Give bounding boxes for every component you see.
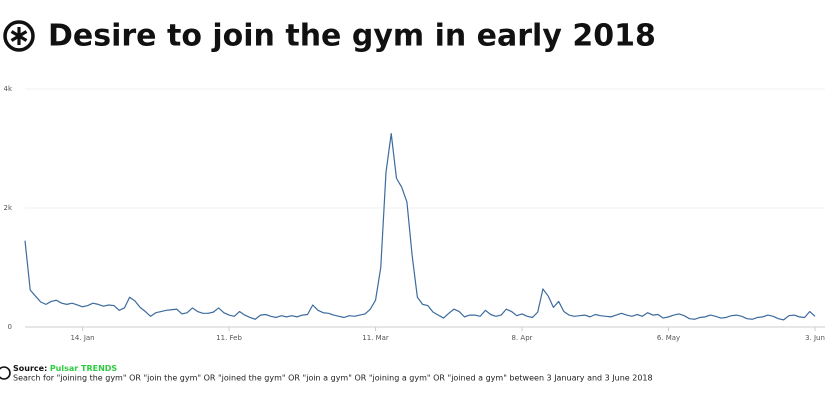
x-tick-label: 11. Feb bbox=[216, 334, 242, 342]
chart-title: Desire to join the gym in early 2018 bbox=[48, 19, 656, 54]
y-tick-label: 4k bbox=[3, 85, 12, 93]
x-tick-label: 8. Apr bbox=[512, 334, 533, 342]
x-tick-label: 3. Jun bbox=[805, 334, 825, 342]
y-tick-label: 0 bbox=[8, 323, 12, 331]
source-label: Source: bbox=[13, 364, 47, 373]
x-tick-label: 11. Mar bbox=[362, 334, 389, 342]
note: Search for "joining the gym" OR "join th… bbox=[13, 374, 653, 383]
x-tick-label: 6. May bbox=[657, 334, 680, 342]
source-logo bbox=[0, 366, 11, 380]
line bbox=[24, 133, 816, 321]
logo bbox=[3, 20, 35, 52]
x-tick-label: 14. Jan bbox=[70, 334, 94, 342]
source: Source: Pulsar TRENDS bbox=[13, 364, 117, 373]
source-name: Pulsar TRENDS bbox=[50, 364, 118, 373]
y-tick-label: 2k bbox=[3, 204, 12, 212]
